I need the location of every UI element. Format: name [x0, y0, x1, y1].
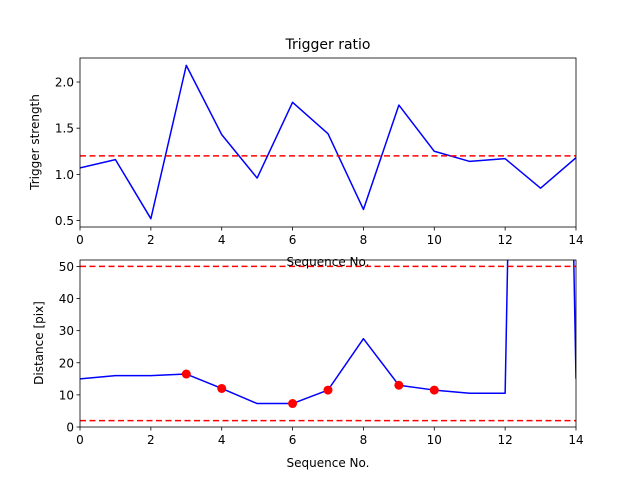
chart-title: Trigger ratio: [284, 37, 370, 53]
x-tick-label: 10: [427, 433, 442, 447]
x-tick-label: 14: [568, 233, 583, 247]
data-point: [217, 383, 227, 393]
y-tick-label: 2.0: [55, 76, 74, 90]
trigger-ratio-chart: Trigger ratio Trigger strength Sequence …: [28, 37, 584, 269]
x-tick-label: 2: [147, 233, 155, 247]
data-point: [181, 369, 191, 379]
y-tick-label: 0: [66, 421, 74, 435]
y-tick-label: 20: [59, 356, 74, 370]
data-point: [429, 385, 439, 395]
x-tick-label: 6: [289, 233, 297, 247]
x-tick-label: 0: [76, 233, 84, 247]
y-axis-label: Trigger strength: [28, 94, 42, 191]
x-axis-label: Sequence No.: [287, 255, 370, 269]
y-tick-label: 1.0: [55, 168, 74, 182]
y-tick-label: 40: [59, 292, 74, 306]
y-axis-label: Distance [pix]: [32, 301, 46, 385]
series-line: [80, 64, 576, 220]
x-tick-label: 0: [76, 433, 84, 447]
x-tick-label: 4: [218, 433, 226, 447]
y-tick-label: 1.5: [55, 122, 74, 136]
distance-chart: Distance [pix] Sequence No. 0 2 4 6 8 10 12 14 0…: [32, 259, 584, 470]
x-axis-label: Sequence No.: [287, 456, 370, 470]
x-tick-label: 14: [568, 433, 583, 447]
x-tick-label: 12: [498, 233, 513, 247]
x-tick-label: 2: [147, 433, 155, 447]
data-point: [323, 385, 333, 395]
plot-area: [80, 260, 576, 422]
x-tick-label: 8: [360, 433, 368, 447]
plot-area: [80, 64, 576, 220]
y-tick-label: 10: [59, 388, 74, 402]
x-tick-label: 4: [218, 233, 226, 247]
data-point: [288, 399, 298, 409]
x-tick-label: 12: [498, 433, 513, 447]
y-tick-label: 30: [59, 324, 74, 338]
x-tick-label: 10: [427, 233, 442, 247]
x-tick-label: 8: [360, 233, 368, 247]
y-tick-label: 50: [59, 260, 74, 274]
data-point: [394, 380, 404, 390]
y-tick-label: 0.5: [55, 214, 74, 228]
axes-frame: [79, 259, 577, 428]
x-tick-label: 6: [289, 433, 297, 447]
axes-frame: [79, 57, 577, 228]
